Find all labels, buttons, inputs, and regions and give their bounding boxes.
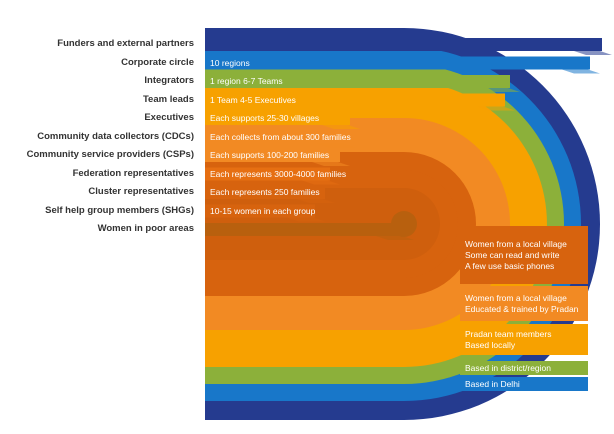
level-bar-6 [205, 130, 345, 144]
bar-accent-10 [287, 217, 325, 222]
bar-text: Each supports 25-30 villages [210, 113, 320, 123]
level-bar-8 [205, 167, 330, 181]
bar-accent-4 [477, 106, 515, 111]
right-box-1 [460, 226, 588, 284]
right-box-3 [460, 324, 588, 355]
right-box-2 [460, 286, 588, 321]
row-label: Corporate circle [121, 56, 194, 68]
bar-accent-2 [562, 69, 600, 74]
level-bars [205, 38, 612, 240]
level-bar-9 [205, 186, 325, 199]
bar-text: Each collects from about 300 families [210, 131, 351, 142]
row-label: Integrators [144, 75, 194, 86]
bar-text: 1 Team 4-5 Executives [210, 94, 296, 105]
right-box-5 [460, 377, 588, 391]
bar-accent-1 [574, 51, 612, 55]
level-bar-1 [205, 38, 602, 51]
level-bar-10 [205, 204, 315, 218]
bar-text: Each represents 3000-4000 families [210, 168, 347, 179]
row-label: Self help group members (SHGs) [45, 204, 194, 216]
right-box-line: Some can read and write [465, 249, 560, 260]
right-box-line: Based in Delhi [465, 378, 520, 389]
bar-accent-11 [376, 236, 414, 240]
bar-accent-6 [317, 143, 355, 148]
right-box-line: Pradan team members [465, 328, 552, 339]
right-box-line: Based locally [465, 339, 516, 350]
bar-text: Each supports 100-200 families [210, 150, 330, 160]
row-label: Community data collectors (CDCs) [37, 130, 194, 142]
row-label: Team leads [142, 93, 194, 105]
bar-accent-7 [312, 162, 350, 166]
right-box-line: Educated & trained by Pradan [465, 303, 579, 314]
right-box-4 [460, 361, 588, 375]
level-bar-5 [205, 112, 350, 125]
row-label: Women in poor areas [97, 223, 194, 234]
bar-text: 1 region 6-7 Teams [210, 76, 283, 86]
row-label: Executives [144, 112, 194, 123]
row-label: Funders and external partners [57, 38, 194, 49]
level-bar-7 [205, 149, 340, 162]
level-bar-11 [205, 223, 404, 236]
center-knob [391, 211, 417, 237]
row-label: Cluster representatives [88, 186, 194, 197]
bar-accent-3 [482, 88, 520, 92]
right-boxes [460, 226, 588, 391]
level-bar-3 [205, 75, 510, 88]
right-box-line: Based in district/region [465, 362, 551, 373]
level-bar-2 [205, 56, 590, 70]
right-box-line: A few use basic phones [465, 260, 555, 271]
bar-text: 10 regions [210, 57, 250, 68]
row-label: Community service providers (CSPs) [26, 149, 194, 160]
row-label: Federation representatives [72, 167, 194, 179]
right-box-line: Women from a local village [465, 238, 567, 249]
right-box-line: Women from a local village [465, 292, 567, 303]
level-bar-4 [205, 93, 505, 107]
bar-accent-9 [297, 199, 335, 203]
bar-accent-8 [302, 180, 340, 185]
bar-text: Each represents 250 families [210, 187, 320, 197]
bar-accent-5 [322, 125, 360, 129]
bar-text: 10-15 women in each group [210, 205, 316, 216]
